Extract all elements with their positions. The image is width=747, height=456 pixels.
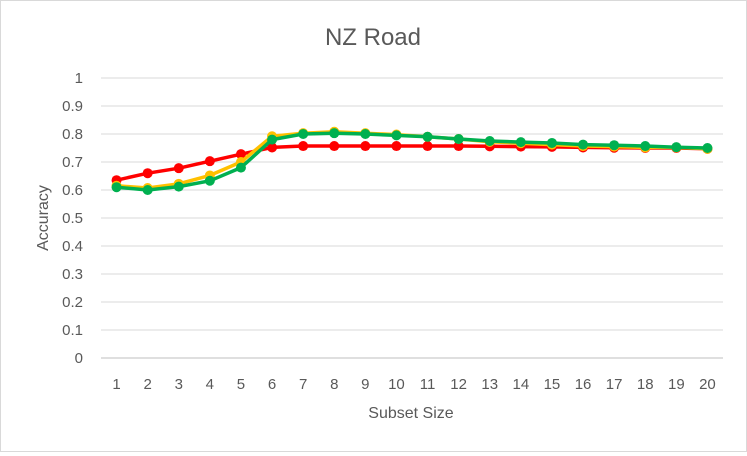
series-3 <box>111 128 713 195</box>
data-point <box>546 137 557 148</box>
x-tick-label: 13 <box>481 376 498 393</box>
data-point <box>267 134 278 145</box>
data-point <box>578 139 589 150</box>
data-point <box>453 141 464 152</box>
y-tick-label: 0.4 <box>62 238 83 255</box>
gridlines <box>101 77 723 359</box>
y-axis-ticks: 0 0.1 0.2 0.3 0.4 0.5 0.6 0.7 0.8 0.9 1 <box>62 70 83 367</box>
chart-title: NZ Road <box>325 24 421 51</box>
data-point <box>329 141 340 152</box>
x-tick-label: 11 <box>420 376 436 393</box>
data-point <box>204 175 215 186</box>
x-tick-label: 8 <box>330 376 338 393</box>
y-tick-label: 0 <box>75 350 83 367</box>
data-point <box>515 137 526 148</box>
data-point <box>142 185 153 195</box>
x-tick-label: 18 <box>637 376 654 393</box>
data-point <box>360 141 371 152</box>
data-point <box>204 156 215 167</box>
y-tick-label: 0.9 <box>62 98 83 115</box>
y-tick-label: 1 <box>75 70 83 87</box>
x-tick-label: 19 <box>668 376 685 393</box>
x-tick-label: 9 <box>361 376 369 393</box>
data-point <box>360 129 371 139</box>
data-point <box>329 128 340 139</box>
series-lines <box>111 126 713 195</box>
series-line <box>114 131 710 192</box>
x-tick-label: 6 <box>268 376 276 393</box>
data-point <box>453 134 464 145</box>
data-point <box>173 163 184 174</box>
data-point <box>142 168 153 179</box>
y-tick-label: 0.2 <box>62 294 83 311</box>
x-tick-label: 7 <box>299 376 307 393</box>
y-tick-label: 0.5 <box>62 210 83 227</box>
data-point <box>111 182 122 193</box>
data-point <box>298 129 309 139</box>
data-point <box>173 181 184 192</box>
data-point <box>671 142 682 153</box>
data-point <box>484 136 495 146</box>
data-point <box>422 131 433 142</box>
data-point <box>235 149 246 160</box>
x-tick-label: 1 <box>112 376 120 393</box>
y-tick-label: 0.3 <box>62 266 83 283</box>
x-tick-label: 10 <box>388 376 405 393</box>
x-tick-label: 3 <box>175 376 183 393</box>
x-tick-label: 5 <box>237 376 245 393</box>
data-point <box>235 162 246 173</box>
y-tick-label: 0.1 <box>62 322 83 339</box>
data-point <box>298 141 309 152</box>
data-point <box>267 142 278 153</box>
x-tick-label: 16 <box>575 376 592 393</box>
data-point <box>702 143 713 153</box>
x-tick-label: 2 <box>143 376 151 393</box>
x-tick-label: 14 <box>513 376 530 393</box>
y-tick-label: 0.6 <box>62 182 83 199</box>
x-tick-label: 12 <box>450 376 467 393</box>
x-axis-ticks: 1 2 3 4 5 6 7 8 9 10 11 12 13 14 15 16 17 18 19 20 <box>112 376 715 393</box>
data-point <box>422 141 433 152</box>
data-point <box>391 130 402 141</box>
data-point <box>391 141 402 152</box>
x-axis-label: Subset Size <box>368 405 453 422</box>
y-tick-label: 0.7 <box>62 154 83 171</box>
x-tick-label: 20 <box>699 376 716 393</box>
data-point <box>609 140 620 151</box>
x-tick-label: 15 <box>544 376 561 393</box>
y-axis-label: Accuracy <box>35 185 52 251</box>
x-tick-label: 17 <box>606 376 623 393</box>
y-tick-label: 0.8 <box>62 126 83 143</box>
x-tick-label: 4 <box>206 376 214 393</box>
data-point <box>640 141 651 152</box>
